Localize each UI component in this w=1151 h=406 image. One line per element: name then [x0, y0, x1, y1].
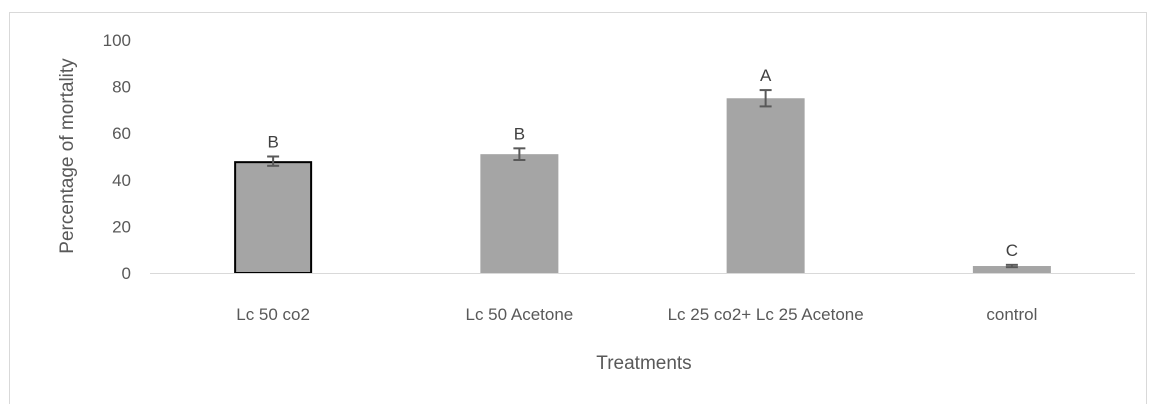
significance-letter: B [514, 124, 525, 143]
y-tick-label: 80 [112, 78, 131, 97]
y-tick-label: 100 [103, 31, 131, 50]
y-axis-title: Percentage of mortality [57, 58, 78, 254]
x-axis-title: Treatments [596, 353, 691, 374]
chart-area-border [9, 12, 1147, 404]
significance-letter: B [267, 133, 278, 152]
bar [480, 154, 559, 273]
y-axis-tick-labels: 0 20 40 60 80 100 [103, 31, 131, 283]
error-bars-group [267, 89, 1018, 269]
y-tick-label: 40 [112, 171, 131, 190]
x-axis-tick-labels: Lc 50 co2 Lc 50 Acetone Lc 25 co2+ Lc 25 A… [236, 305, 1037, 324]
y-tick-label: 0 [122, 264, 131, 283]
x-tick-label: control [986, 305, 1037, 324]
significance-letter: C [1006, 241, 1018, 260]
y-tick-label: 60 [112, 124, 131, 143]
significance-letter: A [760, 66, 772, 85]
x-tick-label: Lc 50 co2 [236, 305, 310, 324]
bar [972, 266, 1051, 273]
x-tick-label: Lc 25 co2+ Lc 25 Acetone [668, 305, 864, 324]
bar [234, 161, 313, 274]
bar [726, 98, 805, 273]
bars-group [234, 98, 1051, 274]
x-tick-label: Lc 50 Acetone [465, 305, 573, 324]
y-tick-label: 20 [112, 217, 131, 236]
significance-letters-group: B B A C [267, 66, 1018, 260]
